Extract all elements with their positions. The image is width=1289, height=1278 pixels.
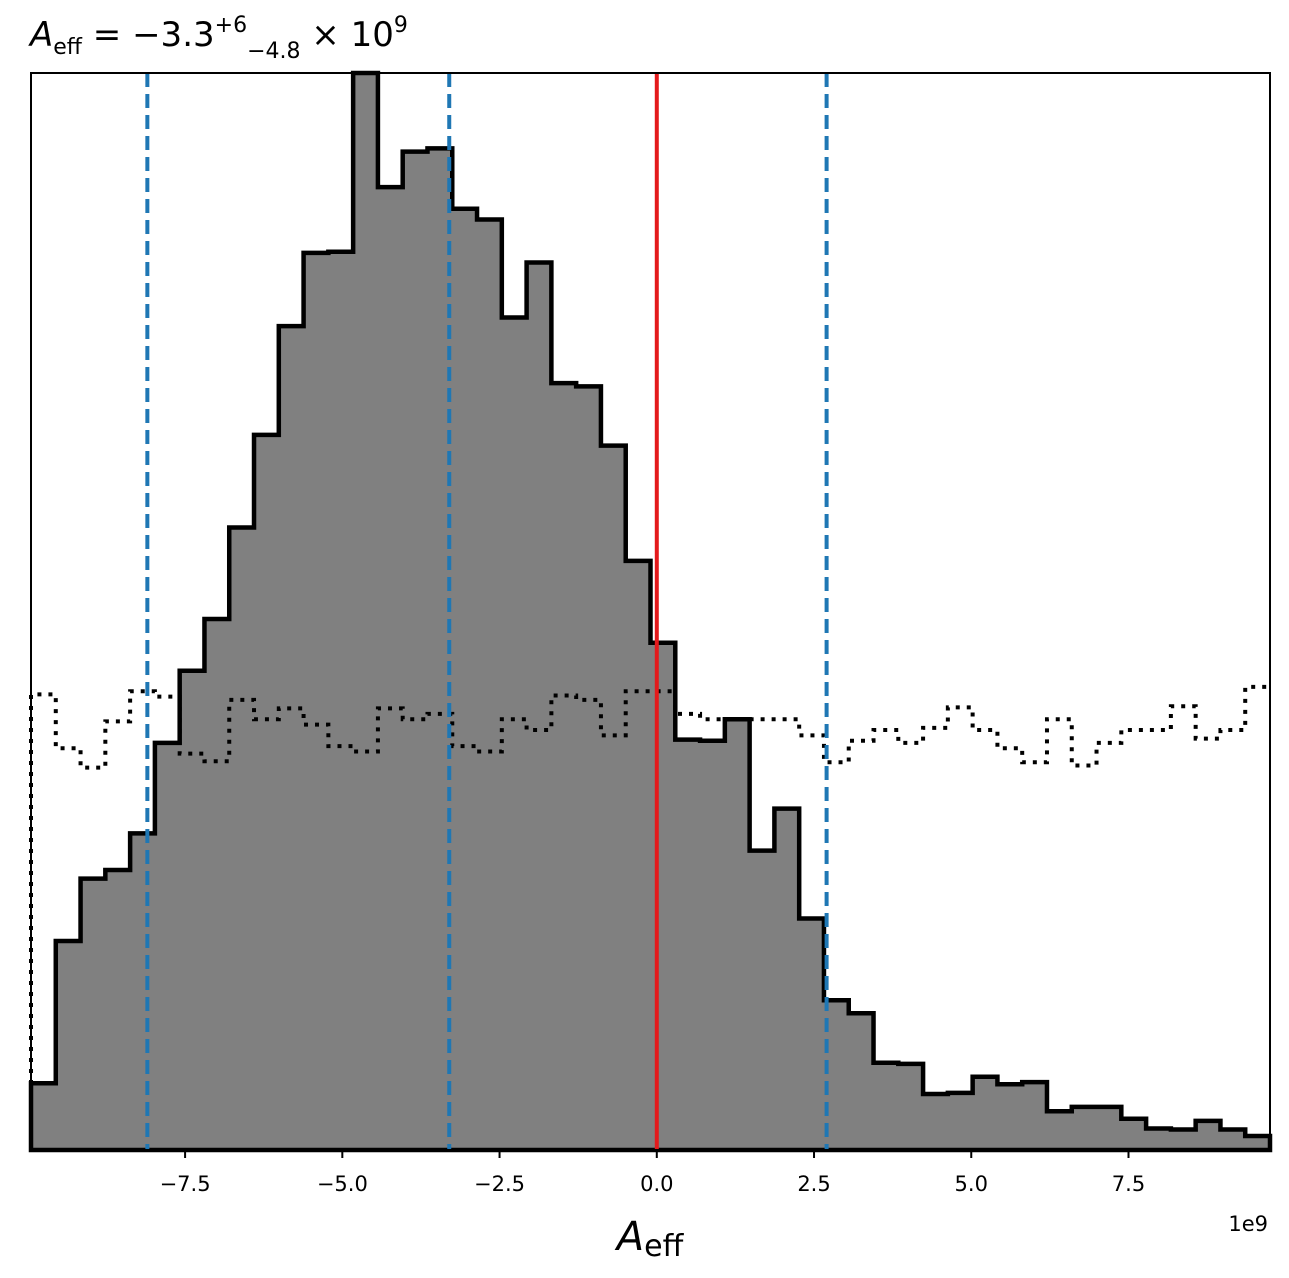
x-tick-label: 5.0 xyxy=(955,1172,988,1196)
title-times: × 10 xyxy=(301,15,394,55)
svg-text:Aeff: Aeff xyxy=(614,1214,685,1264)
x-tick-label: 2.5 xyxy=(797,1172,830,1196)
plot-area xyxy=(28,70,1273,1153)
x-label-sub: eff xyxy=(644,1229,684,1264)
x-tick-label: −2.5 xyxy=(474,1172,525,1196)
title-symbol: A xyxy=(28,15,53,55)
x-label-symbol: A xyxy=(614,1214,644,1260)
x-tick-label: 0.0 xyxy=(640,1172,673,1196)
svg-text:Aeff = −3.3+6−4.8 × 109: Aeff = −3.3+6−4.8 × 109 xyxy=(28,13,408,64)
x-tick-label: −7.5 xyxy=(160,1172,211,1196)
chart-title: Aeff = −3.3+6−4.8 × 109 xyxy=(28,13,408,64)
x-tick-label: 7.5 xyxy=(1112,1172,1145,1196)
histogram-filled-series xyxy=(28,70,1273,1153)
histogram-dotted-series xyxy=(29,684,1270,1150)
plot-frame xyxy=(30,72,1271,1151)
title-lower-error: −4.8 xyxy=(247,39,300,64)
title-exponent: 9 xyxy=(394,13,408,38)
x-axis-label: Aeff xyxy=(614,1214,685,1264)
title-symbol-sub: eff xyxy=(53,35,83,60)
x-axis-offset-label: 1e9 xyxy=(1228,1212,1268,1236)
title-upper-error: +6 xyxy=(215,13,247,38)
x-axis-ticks: −7.5 −5.0 −2.5 0.0 2.5 5.0 7.5 xyxy=(160,1150,1145,1196)
x-tick-label: −5.0 xyxy=(317,1172,368,1196)
title-value: = −3.3 xyxy=(82,15,215,55)
